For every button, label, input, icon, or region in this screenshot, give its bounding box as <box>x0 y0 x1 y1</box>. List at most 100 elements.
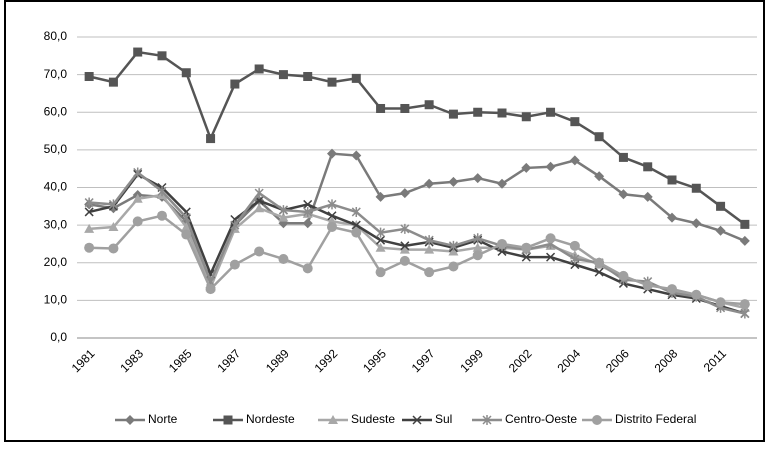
marker <box>497 108 507 118</box>
marker <box>302 263 313 274</box>
marker <box>351 220 361 230</box>
marker <box>230 220 240 231</box>
marker <box>448 240 458 251</box>
marker <box>545 161 556 172</box>
marker <box>181 229 192 240</box>
marker <box>424 244 435 254</box>
marker <box>206 134 216 144</box>
marker <box>715 225 726 236</box>
legend-marker <box>482 415 492 425</box>
marker <box>740 219 750 229</box>
marker <box>376 235 386 245</box>
marker <box>739 299 750 310</box>
marker <box>84 223 95 233</box>
marker <box>181 212 191 223</box>
marker <box>108 77 118 87</box>
marker <box>278 212 289 222</box>
marker <box>546 252 556 262</box>
marker <box>254 203 265 213</box>
y-tick-label: 50,0 <box>44 142 68 156</box>
marker <box>473 233 483 244</box>
marker <box>157 210 167 221</box>
y-tick-label: 10,0 <box>44 293 68 307</box>
marker <box>400 103 410 113</box>
marker <box>739 235 750 246</box>
marker <box>642 280 653 291</box>
marker <box>375 191 386 202</box>
marker <box>327 77 337 87</box>
marker <box>667 175 677 185</box>
marker <box>303 72 313 82</box>
marker <box>569 240 580 251</box>
y-tick-label: 20,0 <box>44 255 68 269</box>
marker <box>278 253 289 264</box>
marker <box>691 289 702 300</box>
marker <box>618 152 628 162</box>
marker <box>399 188 410 199</box>
marker <box>327 222 337 233</box>
marker <box>716 201 726 211</box>
y-tick-label: 60,0 <box>44 104 68 118</box>
marker <box>691 183 701 193</box>
marker <box>472 250 483 261</box>
marker <box>351 150 362 161</box>
marker <box>570 117 580 127</box>
y-tick-label: 80,0 <box>44 29 68 43</box>
marker <box>278 205 288 216</box>
marker <box>594 171 605 182</box>
marker <box>545 233 556 244</box>
marker <box>133 47 143 57</box>
legend-label: Norte <box>148 412 178 426</box>
marker <box>327 148 337 159</box>
marker <box>473 107 483 117</box>
marker <box>399 255 410 266</box>
marker <box>521 242 532 253</box>
marker <box>327 199 337 210</box>
marker <box>642 191 653 202</box>
legend-label: Sudeste <box>351 412 395 426</box>
marker <box>691 218 702 229</box>
marker <box>569 155 580 166</box>
marker <box>667 284 677 295</box>
marker <box>376 227 386 238</box>
marker <box>546 107 556 117</box>
marker <box>351 206 361 217</box>
marker <box>448 109 458 119</box>
marker <box>521 112 531 122</box>
marker <box>424 100 434 110</box>
series-line <box>88 172 746 315</box>
marker <box>157 51 167 61</box>
marker <box>715 297 726 308</box>
marker <box>448 261 459 272</box>
marker <box>376 103 386 113</box>
marker <box>84 197 94 208</box>
marker <box>497 178 507 189</box>
marker <box>229 259 240 270</box>
marker <box>84 72 94 82</box>
marker <box>667 212 677 223</box>
series-line <box>89 214 745 306</box>
marker <box>424 267 435 278</box>
y-tick-label: 40,0 <box>44 180 68 194</box>
marker <box>594 257 605 268</box>
marker <box>448 246 459 256</box>
marker <box>497 238 507 249</box>
y-tick-label: 0,0 <box>50 330 67 344</box>
legend-label: Centro-Oeste <box>505 412 577 426</box>
marker <box>278 70 288 80</box>
marker <box>740 308 750 319</box>
marker <box>472 173 483 184</box>
y-tick-label: 70,0 <box>44 67 68 81</box>
marker <box>424 235 434 246</box>
marker <box>643 162 653 172</box>
legend-marker <box>125 415 135 425</box>
marker <box>594 132 604 142</box>
legend-marker <box>592 415 602 425</box>
marker <box>302 218 313 229</box>
marker <box>84 242 95 253</box>
marker <box>84 207 94 217</box>
legend-label: Distrito Federal <box>615 412 696 426</box>
marker <box>303 206 313 217</box>
